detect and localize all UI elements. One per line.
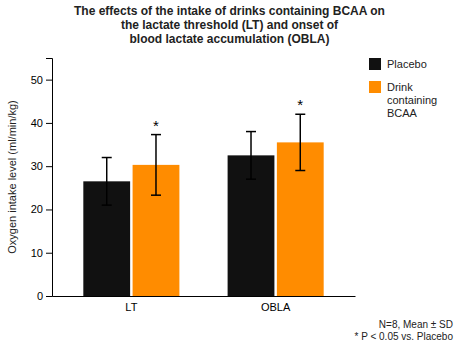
- legend-label-line: Drink: [387, 81, 413, 93]
- legend-item: DrinkcontainingBCAA: [369, 81, 437, 119]
- y-tick: 0: [37, 290, 52, 302]
- y-tick-mark: [46, 253, 52, 254]
- y-tick-mark: [46, 209, 52, 210]
- error-bar-cap: [246, 131, 256, 133]
- error-bar-stem: [250, 132, 252, 180]
- x-axis-line: [53, 296, 356, 297]
- y-tick-mark: [46, 166, 52, 167]
- y-tick-mark: [46, 123, 52, 124]
- y-tick-label: 30: [31, 160, 43, 172]
- error-bar: [246, 132, 256, 180]
- series: [133, 114, 324, 296]
- plot: **01020304050LTOBLAOxygen intake level (…: [6, 58, 437, 313]
- legend: Placebo DrinkcontainingBCAA: [369, 58, 437, 119]
- x-tick: OBLA: [261, 301, 291, 313]
- chart-svg: The effects of the intake of drinks cont…: [0, 0, 459, 346]
- title-line: the lactate threshold (LT) and onset of: [121, 18, 339, 32]
- y-axis-line: [46, 59, 53, 297]
- y-tick: 40: [31, 117, 52, 129]
- y-tick: 30: [31, 160, 52, 172]
- title-line: The effects of the intake of drinks cont…: [74, 4, 385, 18]
- legend-swatch: [369, 81, 381, 93]
- footnote: N=8, Mean ± SD* P < 0.05 vs. Placebo: [355, 319, 454, 342]
- error-bar: [295, 114, 305, 170]
- error-bar-cap: [151, 134, 161, 136]
- error-bar: [151, 135, 161, 196]
- footnote-line: N=8, Mean ± SD: [379, 319, 453, 330]
- y-tick: 50: [31, 74, 52, 86]
- footnote-line: * P < 0.05 vs. Placebo: [355, 331, 454, 342]
- error-bar-cap: [295, 114, 305, 116]
- legend-label-line: containing: [387, 94, 437, 106]
- y-tick-mark: [46, 80, 52, 81]
- y-tick: 10: [31, 247, 52, 259]
- legend-label: Placebo: [387, 58, 427, 70]
- error-bar-stem: [155, 135, 157, 196]
- legend-item: Placebo: [369, 58, 427, 70]
- y-tick-label: 10: [31, 247, 43, 259]
- significance-label: *: [297, 96, 303, 113]
- x-axis: LT OBLA: [53, 297, 356, 313]
- error-bar-cap: [102, 157, 112, 159]
- y-axis-label: Oxygen intake level (ml/min/kg): [6, 100, 18, 253]
- significance-labels: **: [153, 96, 303, 133]
- legend-swatch: [369, 58, 381, 70]
- error-bar: [102, 158, 112, 206]
- legend-label-line: Placebo: [387, 58, 427, 70]
- legend-label-line: BCAA: [387, 107, 418, 119]
- error-bar-stem: [106, 158, 108, 206]
- significance-label: *: [153, 117, 159, 134]
- y-tick-label: 0: [37, 290, 43, 302]
- y-tick-label: 50: [31, 74, 43, 86]
- y-tick-mark: [46, 296, 52, 297]
- title-line: blood lactate accumulation (OBLA): [129, 32, 329, 46]
- legend-label: DrinkcontainingBCAA: [387, 81, 437, 119]
- series: [83, 132, 274, 296]
- x-tick-label: OBLA: [261, 301, 291, 313]
- error-bar-cap: [102, 204, 112, 206]
- y-tick-label: 40: [31, 117, 43, 129]
- marks: [83, 114, 323, 296]
- x-tick: LT: [125, 301, 137, 313]
- error-bar-cap: [295, 170, 305, 172]
- x-tick-label: LT: [125, 301, 137, 313]
- y-tick: 20: [31, 203, 52, 215]
- y-tick-label: 20: [31, 203, 43, 215]
- error-bar-cap: [151, 194, 161, 196]
- error-bar-cap: [246, 178, 256, 180]
- y-axis: 0 10 20 30 40 50: [31, 59, 53, 303]
- title: The effects of the intake of drinks cont…: [74, 4, 385, 46]
- error-bar-stem: [300, 114, 302, 170]
